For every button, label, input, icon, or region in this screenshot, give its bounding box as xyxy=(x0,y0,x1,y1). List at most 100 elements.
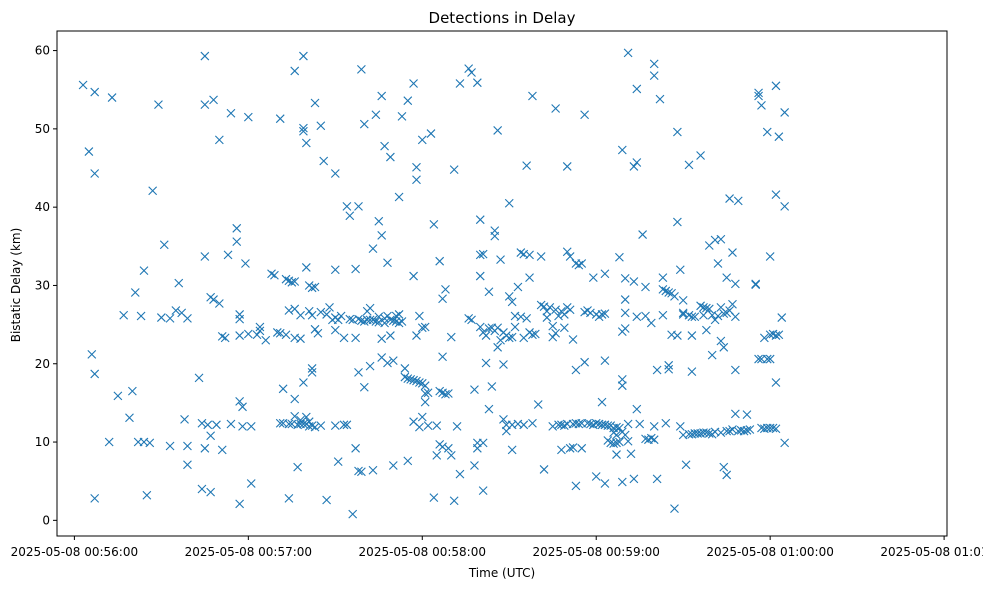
data-point xyxy=(223,250,233,260)
data-point xyxy=(539,465,549,474)
data-point xyxy=(435,256,445,266)
data-point xyxy=(420,322,430,332)
data-point xyxy=(730,279,740,289)
data-point xyxy=(235,310,245,319)
data-point xyxy=(673,331,682,340)
data-point xyxy=(325,302,334,312)
data-point xyxy=(612,430,621,440)
data-point xyxy=(235,314,245,324)
data-point xyxy=(84,147,94,156)
data-point xyxy=(620,295,630,304)
data-point xyxy=(678,308,688,318)
data-point xyxy=(577,443,587,453)
data-point xyxy=(696,301,705,311)
data-point xyxy=(354,314,363,324)
data-point xyxy=(443,443,453,453)
data-point xyxy=(200,100,210,109)
data-point xyxy=(307,283,317,293)
data-point xyxy=(681,460,691,470)
data-point xyxy=(475,250,485,260)
data-point xyxy=(649,71,659,81)
data-point xyxy=(200,51,210,61)
data-point xyxy=(478,486,488,495)
data-point xyxy=(562,247,572,257)
data-point xyxy=(296,334,305,344)
data-point xyxy=(330,169,340,178)
data-point xyxy=(617,145,627,155)
data-point xyxy=(765,354,775,364)
data-point xyxy=(499,360,508,369)
data-point xyxy=(380,318,389,328)
data-point xyxy=(751,280,761,290)
data-point xyxy=(342,420,352,430)
data-point xyxy=(649,435,659,445)
data-point xyxy=(649,421,659,431)
data-point xyxy=(90,494,100,503)
data-point xyxy=(730,312,740,322)
data-point xyxy=(307,421,317,430)
data-point xyxy=(365,361,375,371)
data-point xyxy=(90,169,100,178)
data-point xyxy=(623,48,633,58)
data-point xyxy=(275,328,285,338)
data-point xyxy=(646,318,656,328)
data-point xyxy=(620,324,630,333)
data-point xyxy=(438,442,447,452)
data-point xyxy=(87,349,97,359)
data-point xyxy=(704,429,714,438)
data-point xyxy=(600,479,610,488)
data-point xyxy=(603,421,613,430)
data-point xyxy=(638,230,647,239)
data-point xyxy=(522,161,532,171)
data-point xyxy=(687,367,697,376)
data-point xyxy=(226,419,236,429)
data-point xyxy=(623,419,633,429)
data-point xyxy=(165,441,175,451)
data-point xyxy=(658,310,668,320)
data-point xyxy=(623,436,633,446)
data-point xyxy=(252,330,262,340)
data-point xyxy=(383,311,392,321)
data-point xyxy=(403,96,413,106)
data-point xyxy=(742,410,752,420)
data-point xyxy=(235,396,245,406)
data-point xyxy=(771,424,781,434)
data-point xyxy=(496,335,505,345)
data-point xyxy=(504,333,514,343)
data-point xyxy=(183,460,192,470)
data-point xyxy=(516,248,526,257)
data-point xyxy=(414,378,424,387)
data-point xyxy=(652,474,662,484)
data-point xyxy=(641,311,650,321)
data-point xyxy=(246,421,256,431)
data-point xyxy=(470,385,479,394)
data-point xyxy=(496,255,505,265)
data-points xyxy=(78,48,790,519)
data-point xyxy=(429,219,439,229)
data-point xyxy=(183,441,192,451)
data-point xyxy=(217,331,227,341)
data-point xyxy=(612,450,621,459)
data-point xyxy=(455,469,465,479)
data-point xyxy=(371,110,381,120)
data-point xyxy=(301,412,311,422)
data-point xyxy=(478,438,488,448)
data-point xyxy=(388,356,398,366)
data-point xyxy=(475,215,485,225)
data-point xyxy=(580,357,590,367)
data-point xyxy=(545,302,555,312)
data-point xyxy=(617,375,627,384)
y-tick-label: 0 xyxy=(42,513,50,527)
x-axis: 2025-05-08 00:56:00 2025-05-08 00:57:00 20… xyxy=(11,536,983,559)
data-point xyxy=(522,313,532,323)
data-point xyxy=(780,108,790,117)
x-tick-label: 2025-05-08 00:58:00 xyxy=(359,545,486,559)
data-point xyxy=(481,358,491,368)
data-point xyxy=(339,333,349,343)
data-point xyxy=(664,364,674,374)
data-point xyxy=(409,79,418,88)
data-point xyxy=(299,419,308,429)
data-point xyxy=(762,127,772,137)
data-point xyxy=(446,332,456,342)
